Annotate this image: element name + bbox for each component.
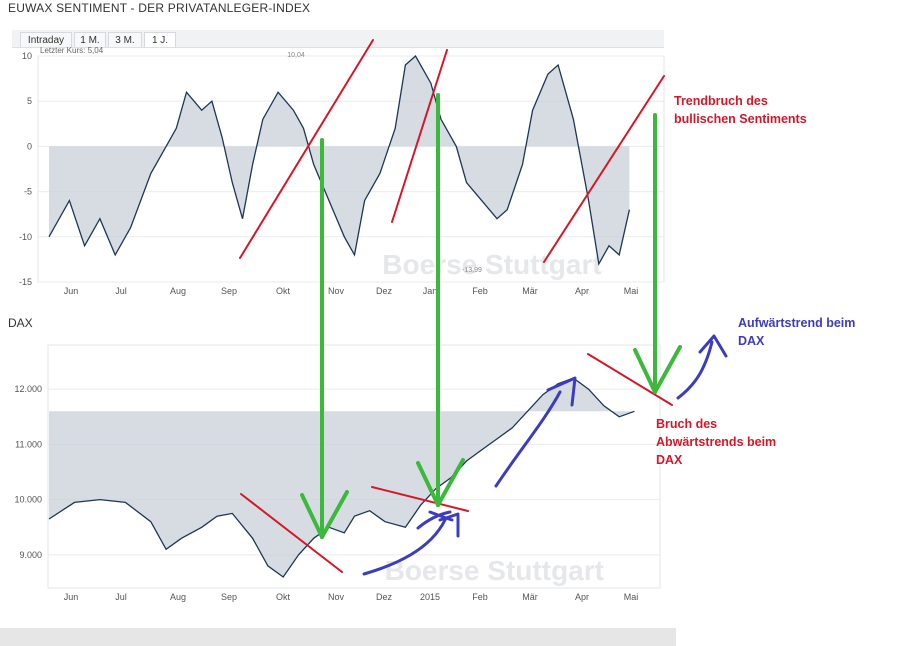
red-trendline-1: [239, 39, 374, 259]
annotation-aufwaertstrend-line1: Aufwärtstrend beim: [738, 316, 856, 330]
dax-frame: [47, 344, 661, 589]
sentiment-min-label: -13,99: [462, 267, 482, 274]
sentiment-x-tick-label: Okt: [276, 286, 291, 296]
tab-1m[interactable]: 1 M.: [74, 32, 106, 47]
annotation-aufwaertstrend-line2: DAX: [738, 334, 765, 348]
sentiment-x-tick-label: Mär: [522, 286, 538, 296]
sentiment-x-tick-label: Apr: [575, 286, 589, 296]
annotation-trendbruch-line2: bullischen Sentiments: [674, 112, 807, 126]
annotation-trendbruch-line1: Trendbruch des: [674, 94, 768, 108]
dax-x-tick-label: Feb: [472, 592, 488, 602]
green-arrow-2-head-left: [416, 461, 440, 507]
green-arrow-3-head-right: [653, 345, 682, 394]
annotation-aufwaertstrend: Aufwärtstrend beim DAX: [738, 314, 855, 350]
dax-y-tick-label: 9.000: [19, 550, 42, 560]
green-arrow-1-head-right: [320, 490, 349, 539]
red-downtrend-1: [240, 493, 343, 573]
dax-y-tick-label: 12.000: [14, 384, 42, 394]
sentiment-x-tick-label: Mai: [624, 286, 639, 296]
blue-arrow-1: [362, 518, 447, 576]
annotation-bruch-line3: DAX: [656, 453, 683, 467]
tab-intraday[interactable]: Intraday: [20, 32, 72, 47]
dax-x-tick-label: 2015: [420, 592, 440, 602]
dax-area: [49, 378, 635, 577]
blue-arrow-3: [494, 376, 577, 488]
sentiment-series-line: [48, 54, 631, 266]
dax-watermark: Boerse Stuttgart: [385, 555, 604, 586]
green-arrow-2-head-right: [436, 458, 465, 507]
sentiment-x-tick-label: Feb: [472, 286, 488, 296]
annotation-bruch: Bruch des Abwärtstrends beim DAX: [656, 415, 776, 469]
sentiment-y-tick-label: -5: [24, 187, 32, 197]
red-downtrend-3: [587, 353, 673, 406]
sentiment-area: [49, 56, 630, 264]
sentiment-x-tick-label: Jan: [423, 286, 438, 296]
sentiment-y-tick-label: -10: [19, 232, 32, 242]
bottom-scrollbar-area: [0, 628, 676, 646]
dax-x-tick-label: Mär: [522, 592, 538, 602]
dax-x-tick-label: Sep: [221, 592, 237, 602]
dax-x-tick-label: Jul: [115, 592, 127, 602]
dax-x-tick-label: Nov: [328, 592, 345, 602]
sentiment-x-tick-label: Aug: [170, 286, 186, 296]
sentiment-x-tick-label: Nov: [328, 286, 345, 296]
sentiment-x-tick-label: Jun: [64, 286, 79, 296]
blue-arrow-2: [416, 510, 460, 538]
annotation-trendbruch: Trendbruch des bullischen Sentiments: [674, 92, 807, 128]
sentiment-y-tick-label: 5: [27, 96, 32, 106]
dax-x-tick-label: Mai: [624, 592, 639, 602]
green-arrow-3-head-left: [633, 348, 657, 394]
sentiment-x-tick-label: Jul: [115, 286, 127, 296]
dax-title: DAX: [8, 316, 33, 330]
dax-x-tick-label: Okt: [276, 592, 291, 602]
dax-x-tick-label: Jun: [64, 592, 79, 602]
last-price: Letzter Kurs: 5,04: [40, 46, 104, 55]
tab-1y[interactable]: 1 J.: [144, 32, 176, 47]
sentiment-y-tick-label: 0: [27, 141, 32, 151]
dax-y-tick-label: 11.000: [15, 439, 42, 449]
dax-y-tick-label: 10.000: [14, 495, 42, 505]
green-arrow-1-head-left: [300, 493, 324, 539]
dax-series-line: [48, 377, 635, 578]
sentiment-x-tick-label: Dez: [376, 286, 393, 296]
page-title: EUWAX SENTIMENT - DER PRIVATANLEGER-INDE…: [8, 1, 311, 15]
dax-x-tick-label: Aug: [170, 592, 186, 602]
sentiment-x-tick-label: Sep: [221, 286, 237, 296]
sentiment-y-tick-label: 10: [22, 51, 32, 61]
red-trendline-2: [391, 49, 448, 223]
sentiment-y-tick-label: -15: [19, 277, 32, 287]
annotation-bruch-line2: Abwärtstrends beim: [656, 435, 777, 449]
red-downtrend-2: [371, 486, 469, 512]
dax-x-tick-label: Apr: [575, 592, 589, 602]
range-tabs: Intraday 1 M. 3 M. 1 J.: [12, 30, 664, 48]
annotation-bruch-line1: Bruch des: [656, 417, 718, 431]
dax-x-tick-label: Dez: [376, 592, 393, 602]
sentiment-max-label: 10,04: [287, 52, 305, 59]
tab-3m[interactable]: 3 M.: [108, 32, 142, 47]
blue-arrow-4: [676, 334, 728, 400]
sentiment-watermark: Boerse Stuttgart: [382, 249, 601, 280]
red-trendline-3: [543, 75, 665, 263]
